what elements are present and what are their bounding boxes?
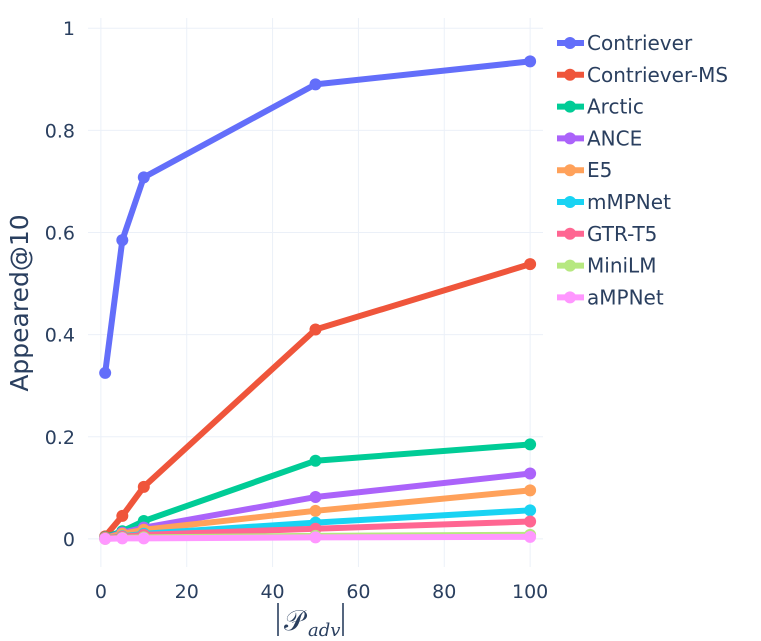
y-axis-ticks: 0 0.2 0.4 0.6 0.8 1 — [45, 18, 75, 551]
data-point — [137, 171, 150, 184]
legend-item: MiniLM — [557, 254, 656, 278]
legend-item: E5 — [557, 158, 612, 182]
x-tick-label: 20 — [175, 581, 199, 603]
legend-swatch-marker — [564, 37, 576, 49]
data-point — [116, 509, 129, 522]
series-contriever — [99, 55, 537, 379]
legend-label: ANCE — [587, 126, 642, 150]
y-tick-label: 1 — [63, 18, 75, 40]
legend-label: E5 — [587, 158, 612, 182]
y-tick-label: 0.8 — [45, 120, 75, 142]
y-tick-label: 0.6 — [45, 222, 75, 244]
x-title-symbol: 𝒫 — [284, 604, 308, 637]
data-point — [99, 532, 112, 545]
legend-label: Contriever-MS — [587, 63, 728, 87]
data-point — [137, 480, 150, 493]
data-point — [309, 491, 322, 504]
x-tick-label: 100 — [512, 581, 548, 603]
series-ampnet — [99, 530, 537, 545]
data-point — [524, 515, 537, 528]
y-tick-label: 0 — [63, 529, 75, 551]
legend-item: mMPNet — [557, 190, 671, 214]
legend-label: mMPNet — [587, 190, 671, 214]
series-lines — [99, 55, 537, 545]
legend-item: ANCE — [557, 126, 642, 150]
x-tick-label: 60 — [346, 581, 370, 603]
data-point — [309, 454, 322, 467]
data-point — [137, 532, 150, 545]
y-tick-label: 0.4 — [45, 325, 75, 347]
data-point — [99, 366, 112, 379]
legend-item: aMPNet — [557, 285, 664, 309]
x-tick-label: 0 — [95, 581, 107, 603]
data-point — [524, 467, 537, 480]
legend-label: aMPNet — [587, 285, 664, 309]
legend-swatch-marker — [564, 227, 576, 240]
data-point — [309, 323, 322, 336]
legend-swatch-marker — [564, 291, 576, 304]
x-axis-ticks: 0 20 40 60 80 100 — [95, 581, 548, 603]
grid-lines — [88, 18, 543, 567]
legend-label: GTR-T5 — [587, 222, 657, 246]
legend-item: GTR-T5 — [557, 222, 657, 246]
x-tick-label: 80 — [432, 581, 456, 603]
legend-swatch-marker — [564, 164, 576, 177]
legend-label: MiniLM — [587, 254, 656, 278]
data-point — [524, 530, 537, 543]
x-axis-title: 𝒫 adv — [277, 603, 344, 641]
legend-label: Contriever — [587, 31, 693, 55]
data-point — [309, 531, 322, 544]
legend-item: Arctic — [557, 95, 644, 119]
legend-swatch-marker — [564, 100, 576, 113]
data-point — [524, 504, 537, 517]
data-point — [116, 532, 129, 545]
data-point — [309, 78, 322, 91]
data-point — [524, 438, 537, 451]
legend-swatch-marker — [564, 68, 576, 81]
data-point — [309, 504, 322, 517]
data-point — [524, 484, 537, 497]
legend-swatch-marker — [564, 259, 576, 272]
data-point — [524, 258, 537, 271]
legend: Contriever Contriever-MS Arctic ANCE E5 mMPNe… — [557, 31, 728, 309]
legend-item: Contriever — [557, 31, 693, 55]
data-point — [524, 55, 537, 68]
data-point — [116, 234, 129, 247]
legend-swatch-marker — [564, 132, 576, 145]
y-tick-label: 0.2 — [45, 427, 75, 449]
x-title-subscript: adv — [308, 620, 340, 641]
y-axis-title: Appeared@10 — [5, 214, 34, 391]
legend-item: Contriever-MS — [557, 63, 728, 87]
legend-label: Arctic — [587, 95, 644, 119]
x-tick-label: 40 — [260, 581, 284, 603]
legend-swatch-marker — [564, 196, 576, 208]
